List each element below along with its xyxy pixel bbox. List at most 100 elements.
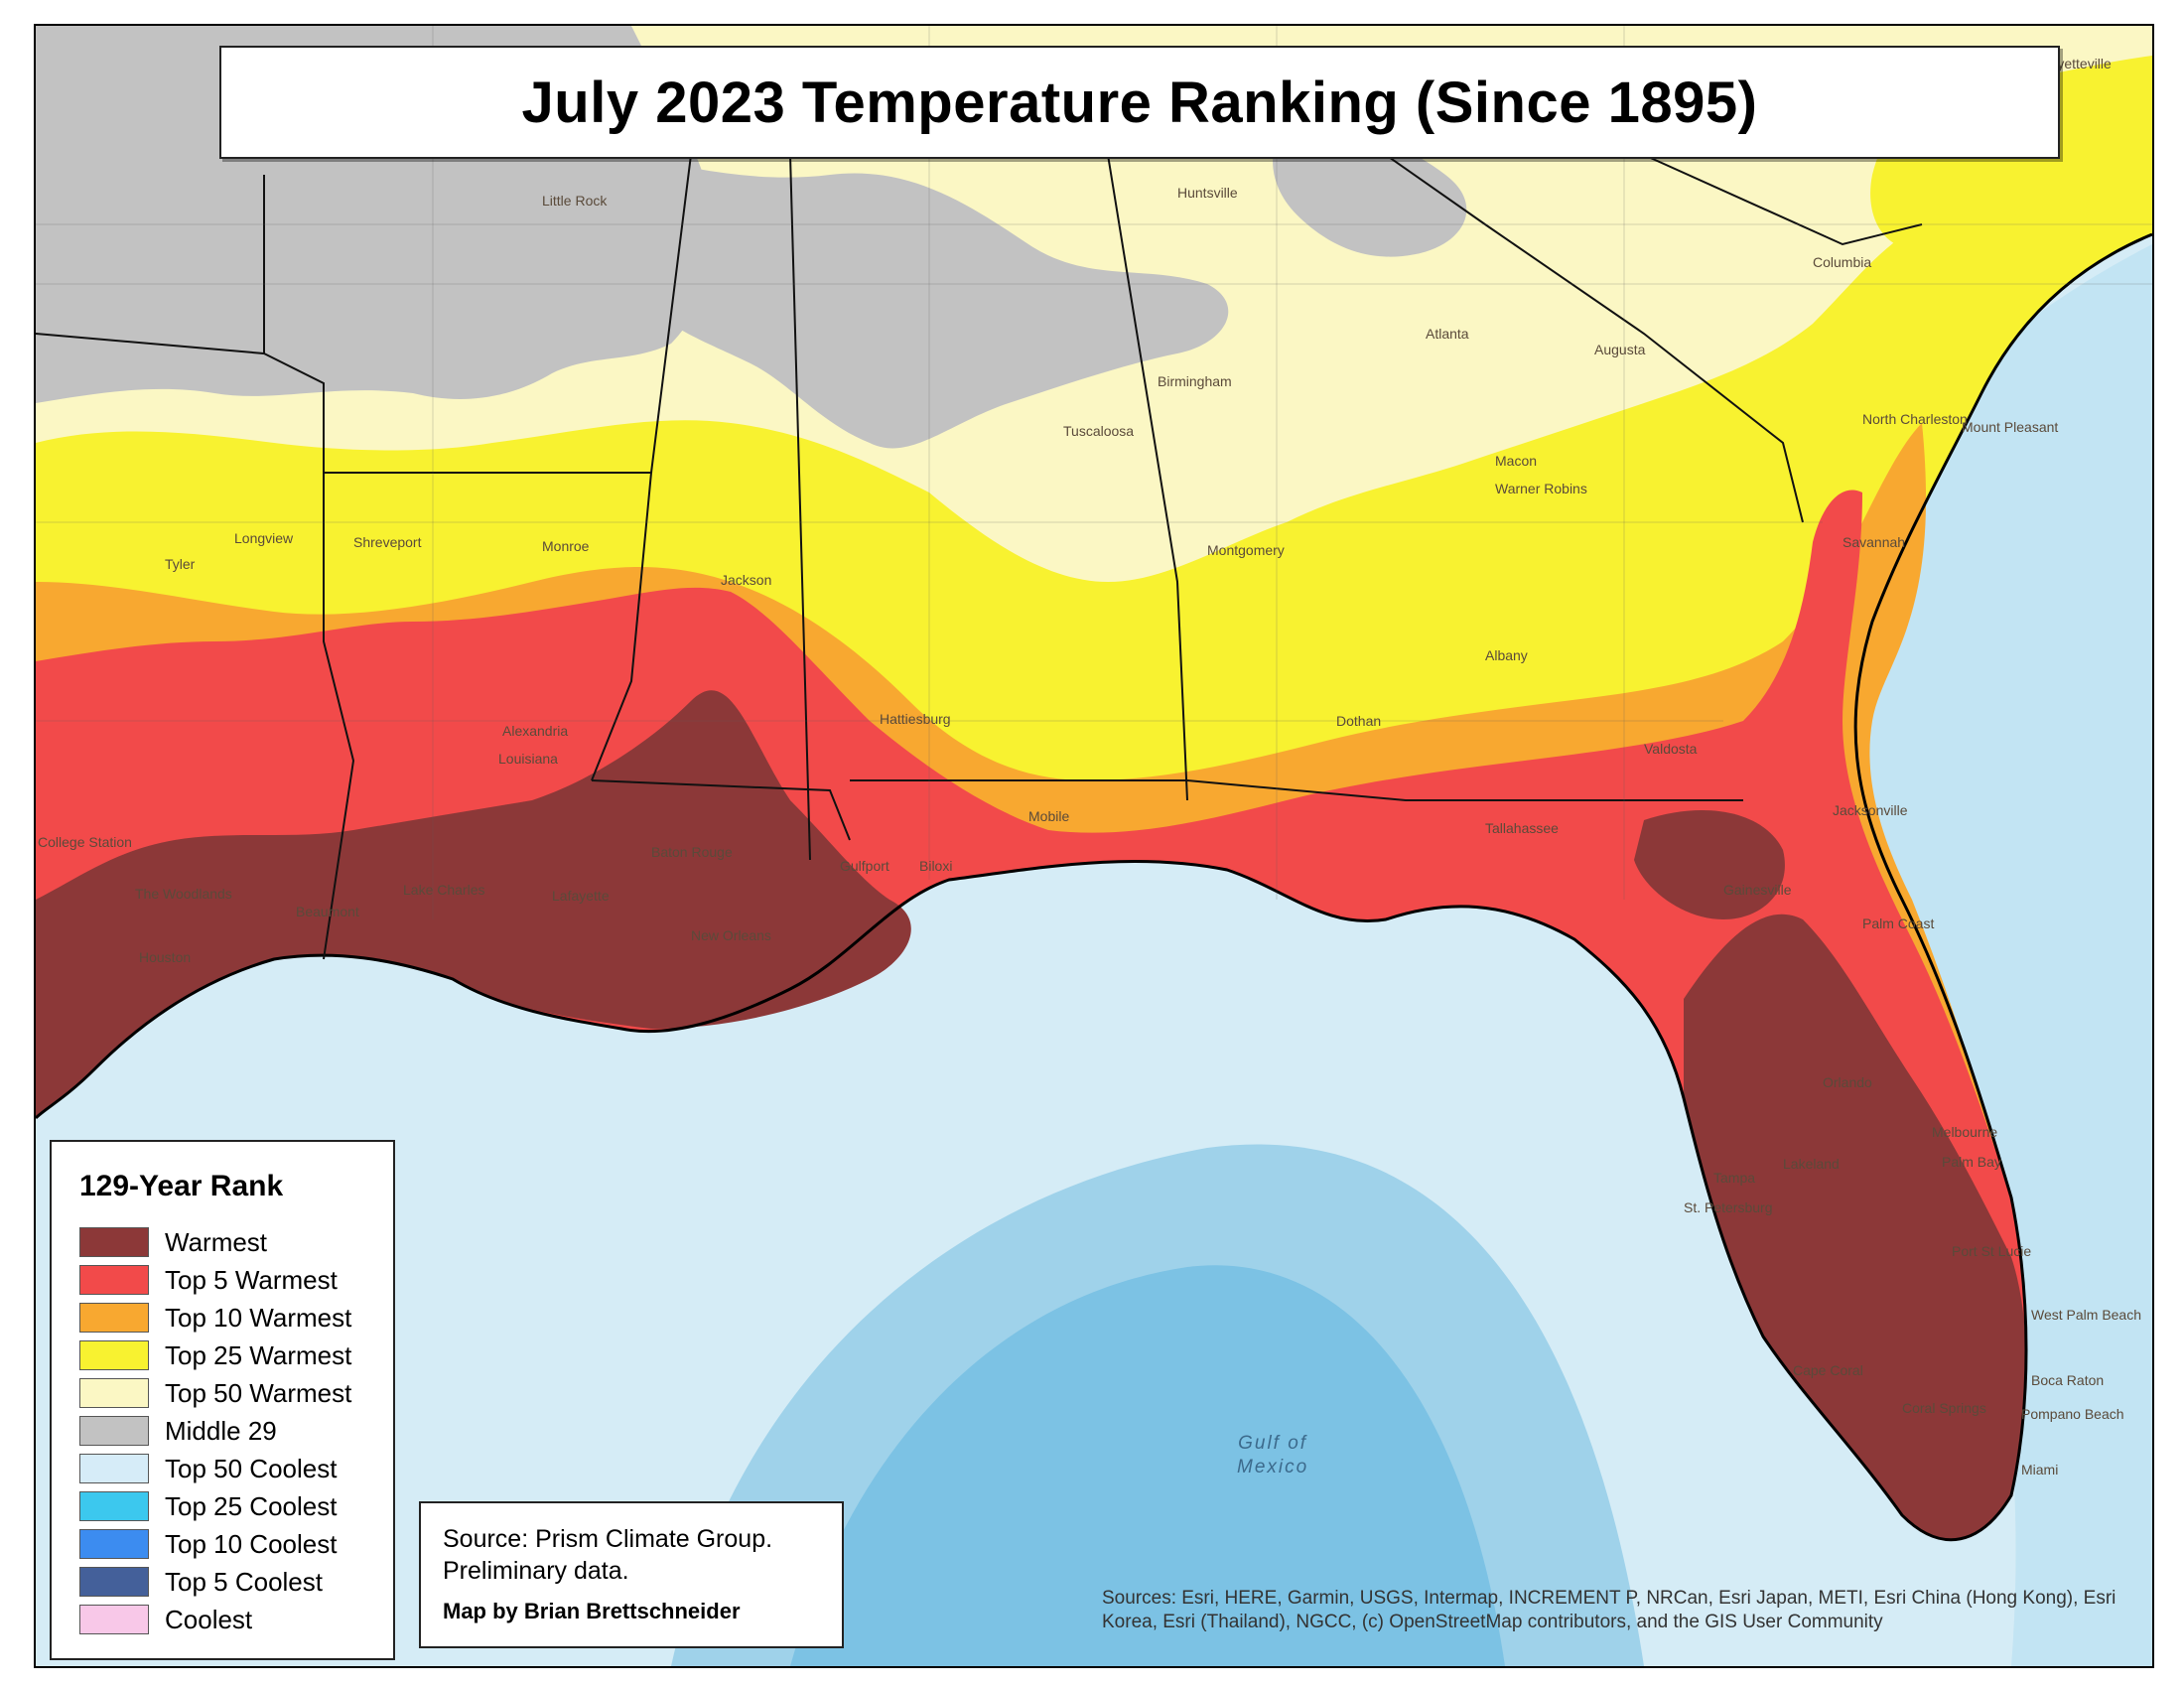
legend-swatch xyxy=(79,1416,149,1446)
city-label: Lafayette xyxy=(552,888,610,904)
city-label: Palm Bay xyxy=(1942,1154,2001,1170)
city-label: Boca Raton xyxy=(2031,1372,2105,1388)
city-label: Gulfport xyxy=(840,858,889,874)
land-warmest-florida xyxy=(1684,914,2026,1540)
map-frame: Little Rock Huntsville Fayetteville Colu… xyxy=(34,24,2154,1668)
legend-swatch xyxy=(79,1265,149,1295)
city-label: Savannah xyxy=(1843,534,1906,550)
city-label: Jackson xyxy=(721,572,772,588)
gulf-of-mexico-label: Gulf of Mexico xyxy=(1237,1432,1308,1479)
city-label: Houston xyxy=(139,949,192,965)
map-title-box: July 2023 Temperature Ranking (Since 189… xyxy=(219,46,2060,159)
city-label: Coral Springs xyxy=(1902,1400,1986,1416)
city-label: Tallahassee xyxy=(1485,820,1559,836)
gulf-label-line2: Mexico xyxy=(1237,1457,1309,1477)
legend-swatch xyxy=(79,1303,149,1333)
legend-swatch xyxy=(79,1378,149,1408)
legend-item-top50-warmest: Top 50 Warmest xyxy=(79,1376,351,1410)
city-label: Alexandria xyxy=(502,723,569,739)
city-label: Macon xyxy=(1495,453,1538,469)
city-label: Longview xyxy=(234,530,294,546)
legend-label: Warmest xyxy=(165,1226,268,1257)
city-label: Little Rock xyxy=(542,193,608,209)
legend-item-top25-coolest: Top 25 Coolest xyxy=(79,1489,337,1523)
city-label: Tuscaloosa xyxy=(1063,423,1135,439)
city-label: Tampa xyxy=(1713,1170,1756,1186)
city-label: Palm Coast xyxy=(1862,915,1935,931)
legend-item-coolest: Coolest xyxy=(79,1603,252,1636)
source-note: Preliminary data. xyxy=(443,1557,629,1585)
city-label: Monroe xyxy=(542,538,590,554)
land-warmest-florida-north xyxy=(1634,810,1785,919)
city-label: The Woodlands xyxy=(135,886,232,902)
source-box: Source: Prism Climate Group. Preliminary… xyxy=(419,1501,844,1648)
legend-label: Middle 29 xyxy=(165,1415,277,1446)
legend-label: Top 10 Coolest xyxy=(165,1528,338,1559)
map-title: July 2023 Temperature Ranking (Since 189… xyxy=(521,70,1758,135)
city-label: Montgomery xyxy=(1207,542,1285,558)
legend-label: Top 50 Coolest xyxy=(165,1453,338,1483)
city-label: Hattiesburg xyxy=(880,711,951,727)
legend-title: 129-Year Rank xyxy=(79,1170,284,1202)
city-label: Jacksonville xyxy=(1833,802,1908,818)
county-lines xyxy=(36,26,2152,919)
city-label: Biloxi xyxy=(919,858,953,874)
legend-label: Top 10 Warmest xyxy=(165,1302,352,1333)
legend: 129-Year Rank Warmest Top 5 Warmest Top … xyxy=(50,1140,395,1660)
gulf-label-line1: Gulf of xyxy=(1238,1433,1308,1454)
city-label: Columbia xyxy=(1813,254,1872,270)
city-label: Mobile xyxy=(1028,808,1070,824)
city-label: St. Petersburg xyxy=(1684,1199,1773,1215)
city-label: College Station xyxy=(38,834,132,850)
city-label: Atlanta xyxy=(1426,326,1469,342)
source-text: Source: Prism Climate Group. xyxy=(443,1525,773,1553)
legend-item-top10-coolest: Top 10 Coolest xyxy=(79,1527,337,1561)
atlantic-water xyxy=(1843,244,2152,1666)
legend-item-top25-warmest: Top 25 Warmest xyxy=(79,1338,351,1372)
city-label: Dothan xyxy=(1336,713,1382,729)
legend-swatch xyxy=(79,1340,149,1370)
legend-item-top5-coolest: Top 5 Coolest xyxy=(79,1565,323,1599)
city-label: Louisiana xyxy=(498,751,558,767)
land-warmest-texas-louisiana xyxy=(36,690,911,1118)
basemap-attribution: Sources: Esri, HERE, Garmin, USGS, Inter… xyxy=(1102,1588,2116,1632)
city-label: Valdosta xyxy=(1644,741,1698,757)
city-label: Port St Lucie xyxy=(1952,1243,2032,1259)
land-top5-warmest xyxy=(36,490,2026,1540)
legend-label: Top 5 Warmest xyxy=(165,1264,338,1295)
city-label: New Orleans xyxy=(691,927,771,943)
legend-swatch xyxy=(79,1529,149,1559)
legend-item-top10-warmest: Top 10 Warmest xyxy=(79,1301,351,1335)
land-middle29-central xyxy=(592,145,1229,449)
city-label: Mount Pleasant xyxy=(1962,419,2059,435)
city-label: Shreveport xyxy=(353,534,422,550)
legend-item-top5-warmest: Top 5 Warmest xyxy=(79,1263,338,1297)
city-label: Augusta xyxy=(1594,342,1646,357)
city-label: Gainesville xyxy=(1723,882,1792,898)
city-label: Pompano Beach xyxy=(2021,1406,2124,1422)
legend-item-top50-coolest: Top 50 Coolest xyxy=(79,1452,337,1485)
legend-label: Top 25 Warmest xyxy=(165,1339,352,1370)
city-label: Lake Charles xyxy=(403,882,485,898)
city-label: Cape Coral xyxy=(1793,1362,1863,1378)
city-label: Beaumont xyxy=(296,904,359,919)
legend-label: Coolest xyxy=(165,1604,253,1634)
legend-label: Top 50 Warmest xyxy=(165,1377,352,1408)
legend-item-middle29: Middle 29 xyxy=(79,1414,277,1448)
legend-swatch xyxy=(79,1454,149,1483)
legend-swatch xyxy=(79,1567,149,1597)
legend-swatch xyxy=(79,1491,149,1521)
city-label: Huntsville xyxy=(1177,185,1238,201)
city-label: Melbourne xyxy=(1932,1124,1998,1140)
city-label: Albany xyxy=(1485,647,1528,663)
city-label: Tyler xyxy=(165,556,196,572)
city-label: Lakeland xyxy=(1783,1156,1840,1172)
legend-swatch xyxy=(79,1605,149,1634)
city-label: Miami xyxy=(2021,1462,2059,1477)
legend-swatch xyxy=(79,1227,149,1257)
city-label: North Charleston xyxy=(1862,411,1968,427)
city-label: West Palm Beach xyxy=(2031,1307,2142,1323)
legend-item-warmest: Warmest xyxy=(79,1225,267,1259)
city-label: Warner Robins xyxy=(1495,481,1587,496)
legend-label: Top 25 Coolest xyxy=(165,1490,338,1521)
